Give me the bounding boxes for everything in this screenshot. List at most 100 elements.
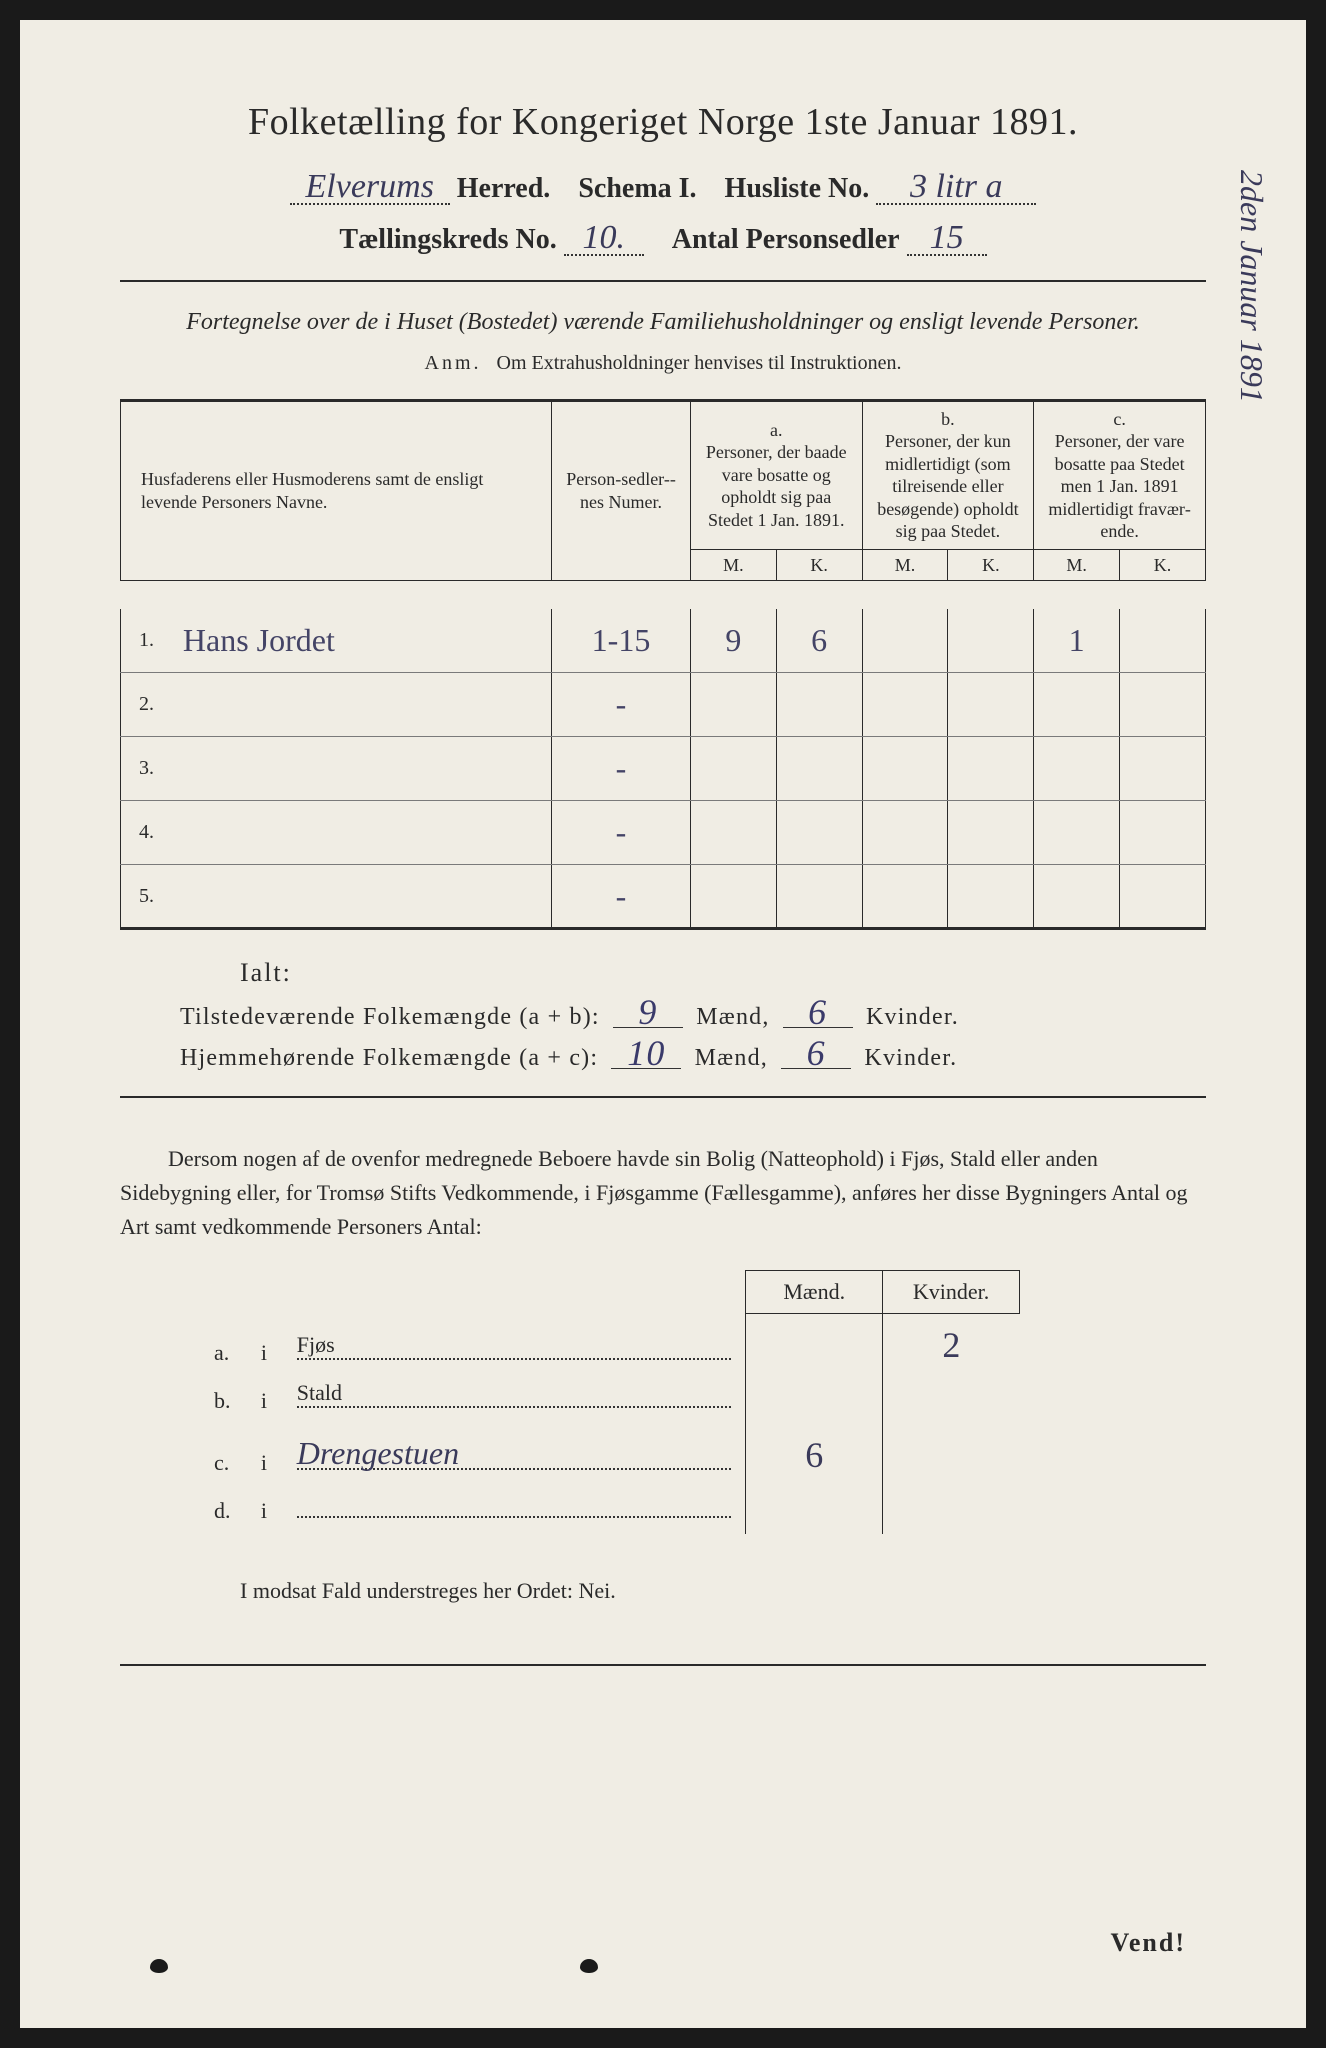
col-b-head: b. — [871, 408, 1026, 431]
build-row: d. i — [200, 1486, 1020, 1534]
row-name — [173, 865, 552, 929]
col-a-m: M. — [690, 549, 776, 581]
row-c-m: 1 — [1034, 609, 1120, 673]
build-lbl: c. — [200, 1424, 247, 1486]
antal-value: 15 — [907, 223, 987, 256]
margin-date-note: 2den Januar 1891 — [1233, 170, 1270, 403]
col-b-text: Personer, der kun midlertidigt (som tilr… — [871, 430, 1026, 543]
row-c-k — [1120, 737, 1206, 801]
col-a-text: Personer, der baade vare bosatte og opho… — [699, 441, 854, 531]
row-a-m — [690, 801, 776, 865]
row-b-k — [948, 801, 1034, 865]
build-lbl: b. — [200, 1376, 247, 1424]
build-k — [883, 1486, 1020, 1534]
husliste-label: Husliste No. — [725, 173, 870, 204]
row-b-m — [862, 865, 948, 929]
divider-rule-2 — [120, 1096, 1206, 1098]
household-table: Husfaderens eller Husmoderens samt de en… — [120, 399, 1206, 931]
header-line-2: Tællingskreds No. 10. Antal Personsedler… — [120, 223, 1206, 256]
col-a-k: K. — [776, 549, 862, 581]
row-b-m — [862, 609, 948, 673]
row-numer: - — [552, 737, 691, 801]
totals-line-1: Tilstedeværende Folkemængde (a + b): 9 M… — [180, 998, 1206, 1031]
col-c-text: Personer, der vare bosatte paa Stedet me… — [1042, 430, 1197, 543]
husliste-value: 3 litr a — [876, 172, 1036, 205]
blank — [200, 1271, 247, 1314]
col-b-m: M. — [862, 549, 948, 581]
herred-value: Elverums — [290, 172, 450, 205]
divider-rule — [120, 280, 1206, 282]
row-b-k — [948, 737, 1034, 801]
ink-mark-icon — [150, 1959, 168, 1973]
row-c-k — [1120, 673, 1206, 737]
anm-label: Anm. — [425, 352, 482, 374]
totals-line-2: Hjemmehørende Folkemængde (a + c): 10 Mæ… — [180, 1039, 1206, 1072]
ink-mark-icon — [580, 1959, 598, 1973]
build-lbl: a. — [200, 1314, 247, 1377]
row-numer: - — [552, 673, 691, 737]
build-i: i — [247, 1486, 283, 1534]
build-type: Stald — [283, 1376, 746, 1424]
totals-kvinder: Kvinder. — [864, 1045, 957, 1071]
blank — [247, 1271, 283, 1314]
build-type — [283, 1486, 746, 1534]
anm-text: Om Extrahusholdninger henvises til Instr… — [497, 352, 902, 374]
buildings-table: Mænd. Kvinder. a. i Fjøs 2 b. i Stald c.… — [200, 1270, 1020, 1534]
build-i: i — [247, 1314, 283, 1377]
form-title: Folketælling for Kongeriget Norge 1ste J… — [120, 100, 1206, 144]
totals-maend: Mænd, — [696, 1004, 769, 1030]
row-numer: - — [552, 801, 691, 865]
col-c-head: c. — [1042, 408, 1197, 431]
row-numer: 1-15 — [552, 609, 691, 673]
row-a-m: 9 — [690, 609, 776, 673]
row-a-k — [776, 673, 862, 737]
row-name — [173, 801, 552, 865]
build-row: b. i Stald — [200, 1376, 1020, 1424]
row-name — [173, 737, 552, 801]
build-k — [883, 1424, 1020, 1486]
build-i: i — [247, 1376, 283, 1424]
totals-2-m: 10 — [611, 1039, 681, 1069]
row-b-m — [862, 737, 948, 801]
col-c-k: K. — [1120, 549, 1206, 581]
col-b: b. Personer, der kun midlertidigt (som t… — [862, 400, 1034, 549]
col-b-k: K. — [948, 549, 1034, 581]
row-name — [173, 673, 552, 737]
table-row: 1. Hans Jordet 1-15 9 6 1 — [121, 609, 1206, 673]
totals-maend: Mænd, — [695, 1045, 768, 1071]
row-num: 5. — [121, 865, 173, 929]
row-b-k — [948, 609, 1034, 673]
row-b-k — [948, 865, 1034, 929]
row-c-m — [1034, 737, 1120, 801]
anm-line: Anm. Om Extrahusholdninger henvises til … — [120, 352, 1206, 375]
table-row: 3. - — [121, 737, 1206, 801]
row-numer: - — [552, 865, 691, 929]
build-row: c. i Drengestuen 6 — [200, 1424, 1020, 1486]
vend-label: Vend! — [1110, 1928, 1186, 1958]
totals-1-m: 9 — [613, 998, 683, 1028]
totals-kvinder: Kvinder. — [866, 1004, 959, 1030]
row-num: 2. — [121, 673, 173, 737]
totals-1-k: 6 — [783, 998, 853, 1028]
row-c-m — [1034, 673, 1120, 737]
build-lbl: d. — [200, 1486, 247, 1534]
build-type: Fjøs — [283, 1314, 746, 1377]
col-c: c. Personer, der vare bosatte paa Stedet… — [1034, 400, 1206, 549]
row-a-m — [690, 737, 776, 801]
table-row: 4. - — [121, 801, 1206, 865]
row-name: Hans Jordet — [173, 609, 552, 673]
form-subtitle: Fortegnelse over de i Huset (Bostedet) v… — [180, 306, 1146, 340]
row-a-k — [776, 737, 862, 801]
row-b-m — [862, 673, 948, 737]
build-i: i — [247, 1424, 283, 1486]
herred-label: Herred. — [457, 173, 551, 204]
totals-2-label: Hjemmehørende Folkemængde (a + c): — [180, 1045, 598, 1071]
build-k: 2 — [883, 1314, 1020, 1377]
row-a-m — [690, 865, 776, 929]
row-a-m — [690, 673, 776, 737]
build-m — [746, 1486, 883, 1534]
build-m: 6 — [746, 1424, 883, 1486]
build-type: Drengestuen — [283, 1424, 746, 1486]
build-head-k: Kvinder. — [883, 1271, 1020, 1314]
blank — [283, 1271, 746, 1314]
